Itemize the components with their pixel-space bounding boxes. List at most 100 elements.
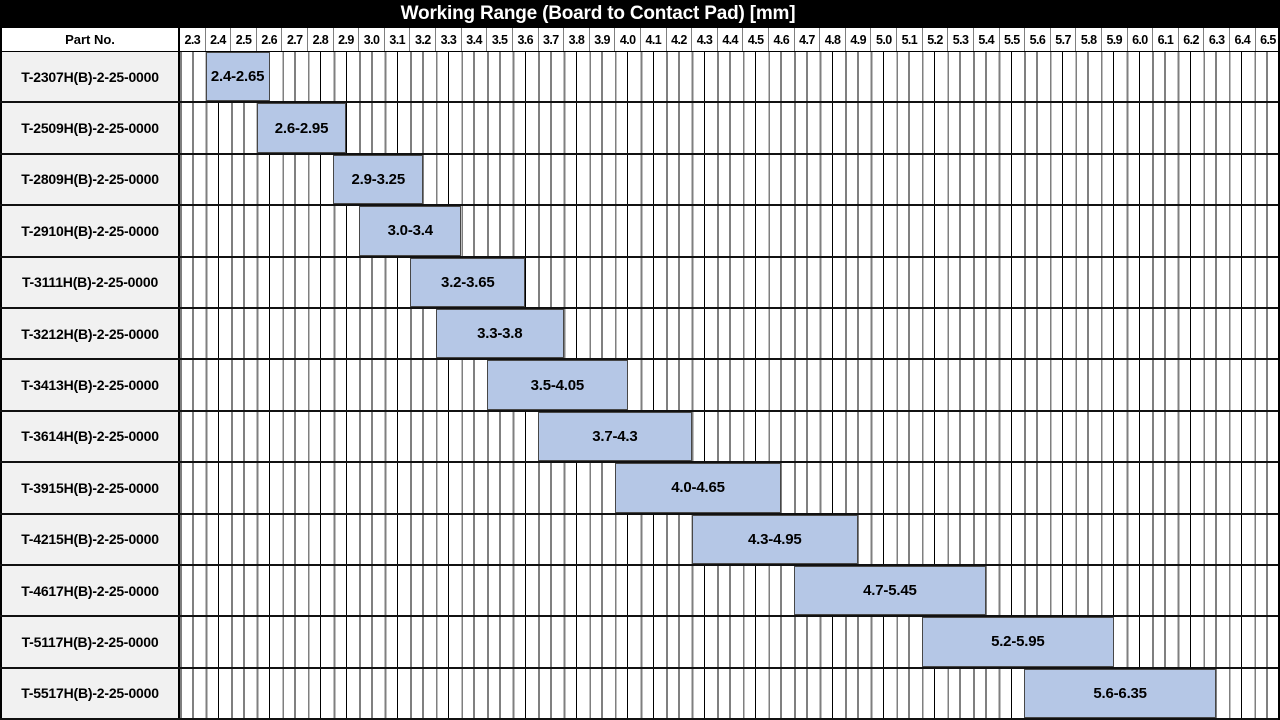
axis-tick-label: 2.4 <box>204 28 231 51</box>
table-row: T-3413H(B)-2-25-0000 3.5-4.05 <box>0 360 1280 412</box>
axis-tick-label: 5.6 <box>1024 28 1050 51</box>
part-no-cell: T-2307H(B)-2-25-0000 <box>0 52 180 102</box>
range-bar: 4.7-5.45 <box>793 565 986 616</box>
row-plot-area: 4.3-4.95 <box>180 514 1280 564</box>
table-row: T-2307H(B)-2-25-0000 2.4-2.65 <box>0 52 1280 104</box>
table-row: T-3111H(B)-2-25-0000 3.2-3.65 <box>0 257 1280 309</box>
range-bar: 5.6-6.35 <box>1024 668 1217 719</box>
range-bar-label: 4.0-4.65 <box>671 479 725 497</box>
axis-tick-label: 4.7 <box>793 28 820 51</box>
range-bar: 2.9-3.25 <box>333 154 424 205</box>
axis-tick-label: 3.2 <box>409 28 435 51</box>
axis-tick-label: 6.0 <box>1126 28 1153 51</box>
range-bar-label: 3.0-3.4 <box>387 222 434 240</box>
axis-tick-label: 3.3 <box>435 28 461 51</box>
table-row: T-4215H(B)-2-25-0000 4.3-4.95 <box>0 514 1280 566</box>
axis-tick-label: 4.0 <box>614 28 640 51</box>
axis-tick-label: 2.5 <box>230 28 256 51</box>
range-bar-label: 4.7-5.45 <box>863 582 917 600</box>
table-row: T-3915H(B)-2-25-0000 4.0-4.65 <box>0 463 1280 515</box>
axis-tick-label: 2.7 <box>281 28 307 51</box>
row-plot-area: 5.2-5.95 <box>180 617 1280 667</box>
row-plot-area: 3.5-4.05 <box>180 360 1280 410</box>
range-bar: 3.7-4.3 <box>538 411 692 462</box>
part-no-cell: T-2509H(B)-2-25-0000 <box>0 103 180 153</box>
row-plot-area: 4.7-5.45 <box>180 565 1280 616</box>
part-no-cell: T-4215H(B)-2-25-0000 <box>0 514 180 564</box>
range-bar-label: 5.2-5.95 <box>991 633 1045 651</box>
axis-tick-label: 3.7 <box>537 28 564 51</box>
range-bar: 3.3-3.8 <box>435 308 564 359</box>
axis-tick-label: 5.4 <box>972 28 999 51</box>
axis-tick-label: 2.8 <box>307 28 333 51</box>
table-row: T-3212H(B)-2-25-0000 3.3-3.8 <box>0 308 1280 361</box>
range-bar-label: 4.3-4.95 <box>748 530 802 548</box>
axis-tick-label: 3.9 <box>588 28 615 51</box>
axis-tick-label: 6.4 <box>1228 28 1255 51</box>
axis-tick-label: 5.8 <box>1075 28 1101 51</box>
part-no-cell: T-2910H(B)-2-25-0000 <box>0 206 180 256</box>
row-plot-area: 2.6-2.95 <box>180 103 1280 153</box>
range-bar: 3.5-4.05 <box>486 360 628 410</box>
row-plot-area: 3.3-3.8 <box>180 308 1280 359</box>
range-bar-label: 2.4-2.65 <box>210 68 265 86</box>
axis-tick-label: 6.3 <box>1203 28 1229 51</box>
part-no-cell: T-3614H(B)-2-25-0000 <box>0 411 180 462</box>
row-plot-area: 3.0-3.4 <box>180 206 1280 256</box>
row-plot-area: 4.0-4.65 <box>180 463 1280 513</box>
axis-tick-label: 4.3 <box>691 28 717 51</box>
axis-tick-label: 4.4 <box>716 28 743 51</box>
chart-title: Working Range (Board to Contact Pad) [mm… <box>400 3 796 24</box>
range-bar: 2.6-2.95 <box>256 103 347 153</box>
axis-tick-label: 6.2 <box>1177 28 1204 51</box>
axis-tick-label: 6.5 <box>1254 28 1280 51</box>
axis-tick-label: 2.9 <box>332 28 359 51</box>
axis-tick-label: 5.2 <box>921 28 948 51</box>
table-row: T-2910H(B)-2-25-0000 3.0-3.4 <box>0 206 1280 258</box>
range-bar: 5.2-5.95 <box>921 617 1114 667</box>
part-no-cell: T-4617H(B)-2-25-0000 <box>0 565 180 616</box>
axis-tick-label: 4.2 <box>665 28 692 51</box>
range-bar: 4.0-4.65 <box>614 463 782 513</box>
row-plot-area: 2.9-3.25 <box>180 154 1280 205</box>
range-bar-label: 3.7-4.3 <box>592 427 638 445</box>
table-row: T-2809H(B)-2-25-0000 2.9-3.25 <box>0 154 1280 207</box>
axis-header-row: Part No. 2.3 2.4 2.5 2.6 2.7 2.8 2.9 3.0 3.1 3.2 3… <box>0 28 1280 52</box>
axis-tick-label: 4.9 <box>844 28 871 51</box>
axis-tick-label: 2.3 <box>184 32 201 47</box>
axis-tick-label: 4.1 <box>639 28 666 51</box>
axis-tick-label: 3.1 <box>383 28 410 51</box>
range-bar: 2.4-2.65 <box>205 52 270 102</box>
range-bar: 4.3-4.95 <box>691 514 858 564</box>
axis-tick-label: 4.5 <box>742 28 768 51</box>
table-row: T-5517H(B)-2-25-0000 5.6-6.35 <box>0 668 1280 720</box>
row-plot-area: 3.2-3.65 <box>180 257 1280 307</box>
row-plot-area: 2.4-2.65 <box>180 52 1280 102</box>
axis-tick-label: 5.3 <box>947 28 973 51</box>
range-bar-label: 3.5-4.05 <box>530 376 585 394</box>
part-no-cell: T-5117H(B)-2-25-0000 <box>0 617 180 667</box>
axis-tick-row: 2.3 2.4 2.5 2.6 2.7 2.8 2.9 3.0 3.1 3.2 3.3 3.4 3.5 3… <box>180 28 1280 51</box>
range-bar-label: 3.3-3.8 <box>477 325 523 343</box>
axis-tick-label: 3.6 <box>511 28 538 51</box>
range-bar-label: 2.6-2.95 <box>274 119 329 137</box>
part-no-cell: T-3915H(B)-2-25-0000 <box>0 463 180 513</box>
table-row: T-2509H(B)-2-25-0000 2.6-2.95 <box>0 103 1280 155</box>
range-bar: 3.2-3.65 <box>410 257 526 307</box>
part-no-cell: T-3212H(B)-2-25-0000 <box>0 308 180 359</box>
part-no-cell: T-2809H(B)-2-25-0000 <box>0 154 180 205</box>
axis-tick-label: 6.1 <box>1152 28 1178 51</box>
axis-tick-label: 5.9 <box>1100 28 1127 51</box>
table-row: T-4617H(B)-2-25-0000 4.7-5.45 <box>0 565 1280 618</box>
axis-tick-label: 3.8 <box>563 28 589 51</box>
part-no-column-header: Part No. <box>0 28 180 51</box>
range-bar-label: 2.9-3.25 <box>351 170 406 188</box>
part-no-cell: T-5517H(B)-2-25-0000 <box>0 668 180 719</box>
range-bar-label: 3.2-3.65 <box>441 273 495 291</box>
axis-tick-label: 4.6 <box>768 28 794 51</box>
chart-title-bar: Working Range (Board to Contact Pad) [mm… <box>0 0 1280 28</box>
table-row: T-5117H(B)-2-25-0000 5.2-5.95 <box>0 617 1280 669</box>
axis-tick-label: 5.7 <box>1049 28 1076 51</box>
table-right-border <box>1278 28 1280 720</box>
axis-tick-label: 3.5 <box>486 28 512 51</box>
